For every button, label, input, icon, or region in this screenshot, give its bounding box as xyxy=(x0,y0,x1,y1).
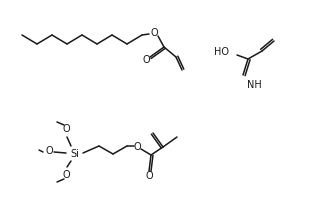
Text: O: O xyxy=(62,124,70,134)
Text: O: O xyxy=(62,170,70,180)
Text: HO: HO xyxy=(214,47,229,57)
Text: Si: Si xyxy=(71,149,79,159)
Text: O: O xyxy=(142,55,150,65)
Text: O: O xyxy=(133,142,141,152)
Text: O: O xyxy=(150,28,158,38)
Text: O: O xyxy=(145,171,153,181)
Text: NH: NH xyxy=(247,80,262,90)
Text: O: O xyxy=(45,146,53,156)
